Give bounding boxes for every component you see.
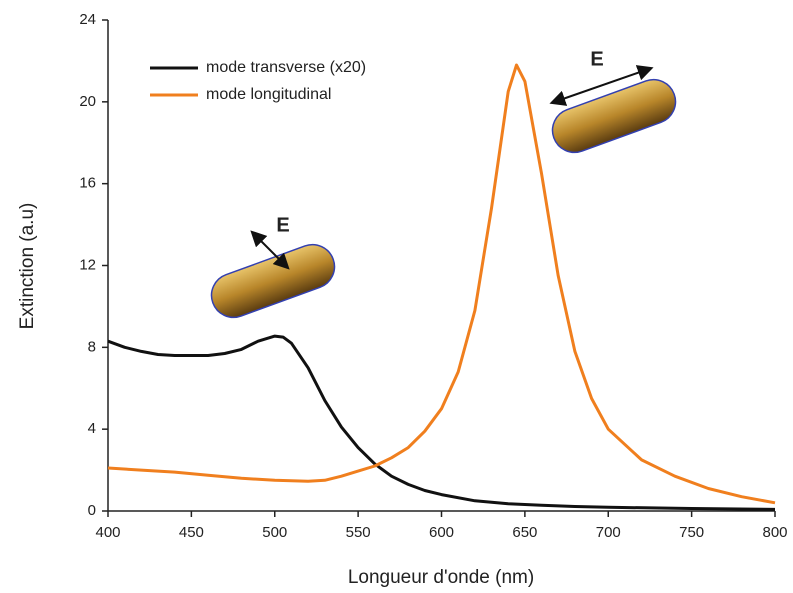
x-tick-label: 450 — [179, 524, 204, 541]
y-tick-label: 16 — [79, 175, 96, 192]
x-tick-label: 700 — [596, 524, 621, 541]
y-axis-title: Extinction (a.u) — [17, 203, 38, 330]
arrow — [549, 65, 654, 106]
annotation: E — [590, 48, 603, 70]
x-axis-title: Longueur d'onde (nm) — [348, 567, 534, 588]
rod-illustrations — [210, 65, 677, 319]
x-tick-label: 550 — [346, 524, 371, 541]
legend-label: mode longitudinal — [206, 86, 331, 103]
rod-large — [551, 78, 677, 154]
x-tick-label: 750 — [679, 524, 704, 541]
series-line — [107, 334, 776, 511]
rod-small — [210, 243, 336, 319]
legend-label: mode transverse (x20) — [206, 59, 366, 76]
x-tick-label: 800 — [762, 524, 787, 541]
y-tick-label: 24 — [79, 11, 96, 28]
arrow — [250, 230, 290, 270]
x-tick-label: 400 — [95, 524, 120, 541]
x-tick-label: 500 — [262, 524, 287, 541]
y-tick-label: 12 — [79, 256, 96, 273]
y-tick-label: 20 — [79, 93, 96, 110]
y-tick-label: 8 — [88, 338, 96, 355]
x-tick-label: 600 — [429, 524, 454, 541]
y-tick-label: 4 — [88, 420, 96, 437]
annotation: E — [276, 214, 289, 236]
y-tick-label: 0 — [88, 502, 96, 519]
x-tick-label: 650 — [512, 524, 537, 541]
series-line — [107, 63, 776, 505]
